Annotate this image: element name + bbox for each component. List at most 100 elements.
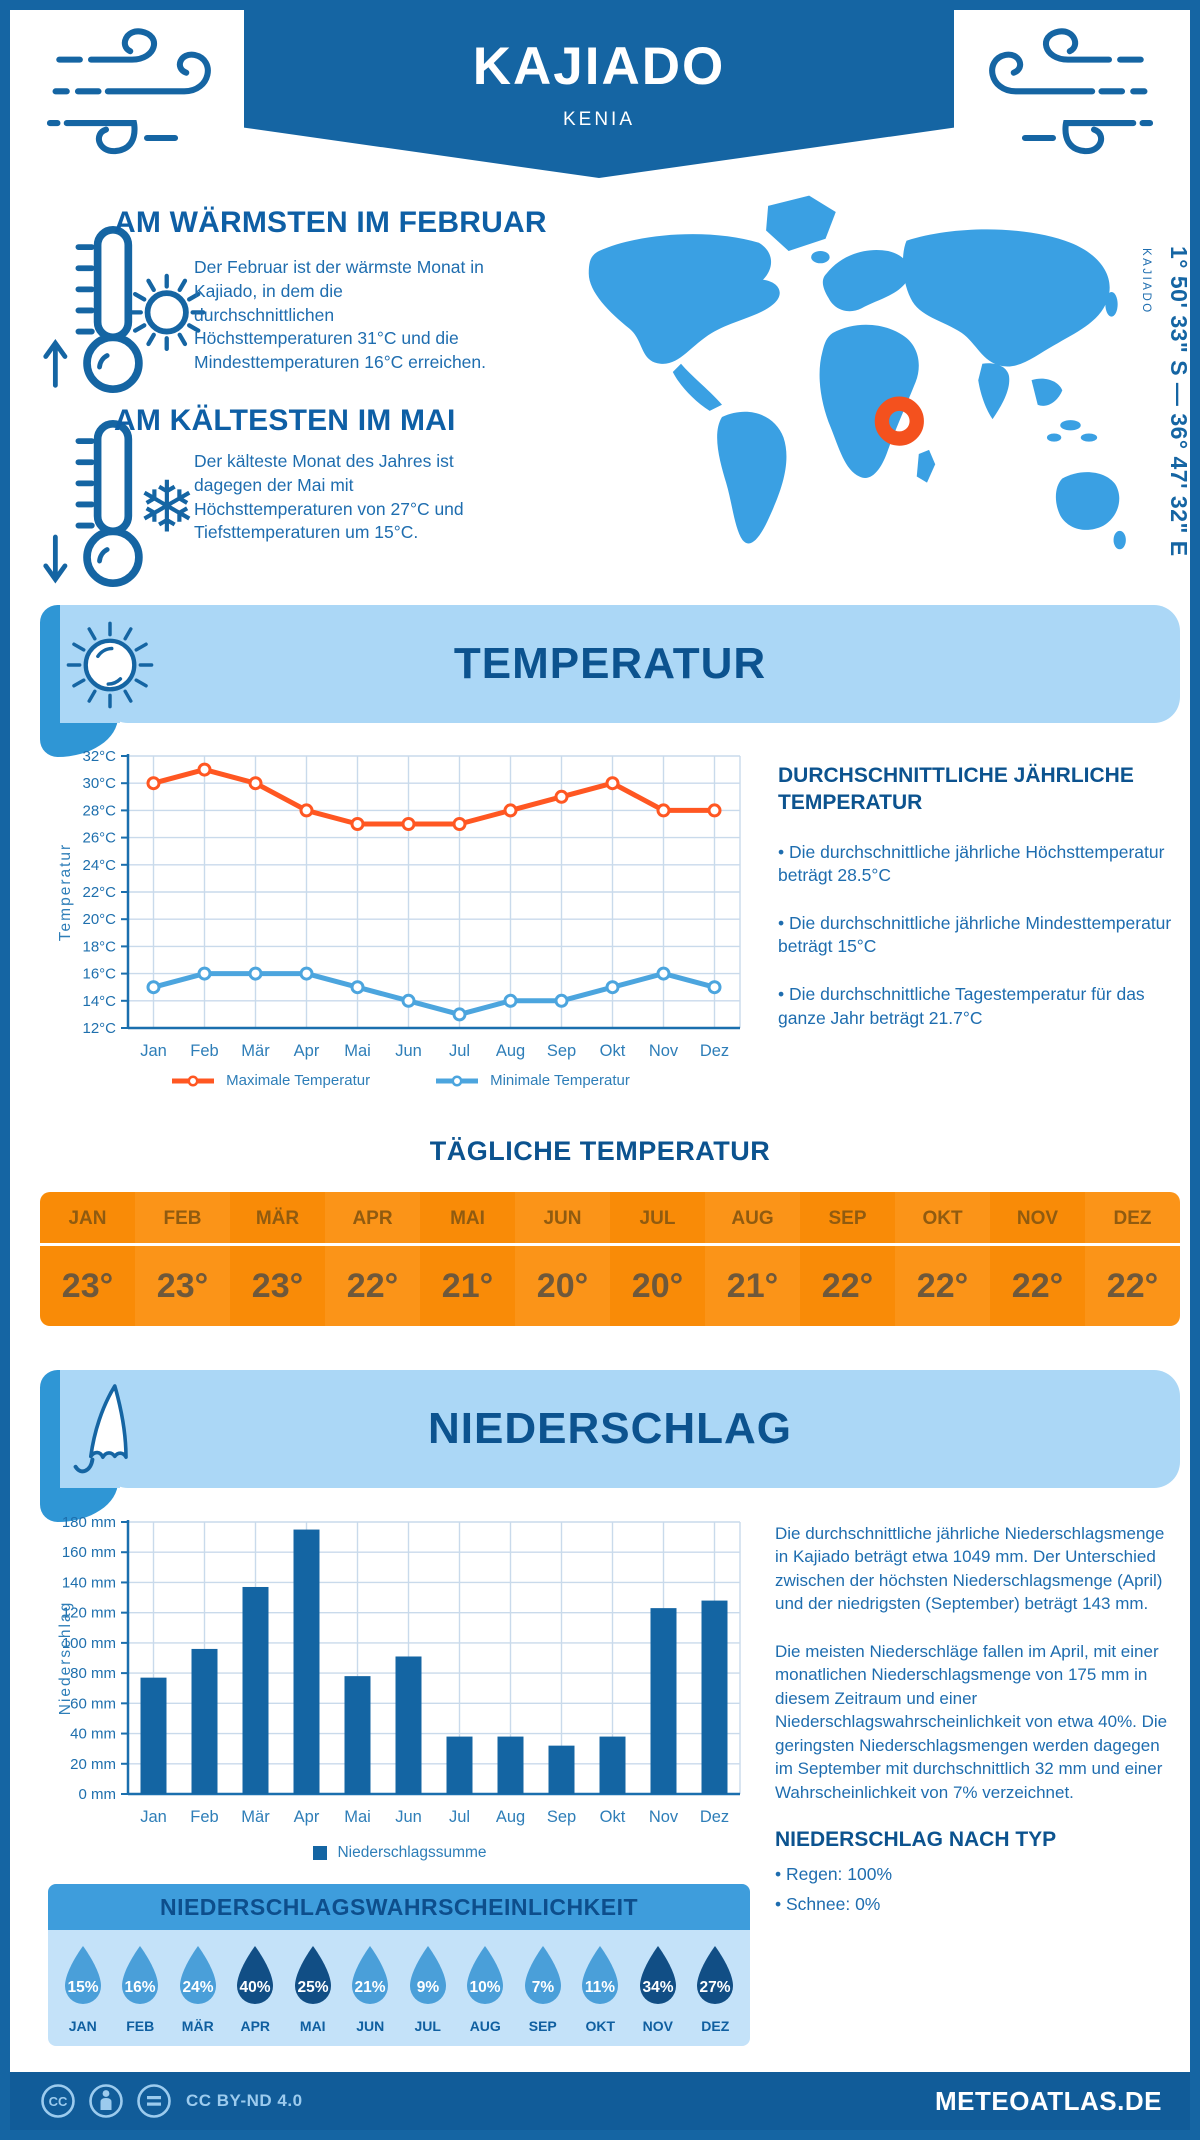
series-Minimale Temperatur [151,971,717,1017]
daily-table-month: SEP [800,1192,895,1246]
daily-table-column: APR 22° [325,1192,420,1326]
svg-text:Jan: Jan [140,1042,167,1060]
svg-text:12°C: 12°C [82,1020,116,1037]
svg-text:16°C: 16°C [82,966,116,983]
daily-table-column: NOV 22° [990,1192,1085,1326]
precipitation-paragraphs: Die durchschnittliche jährliche Niedersc… [775,1522,1182,1804]
svg-text:26°C: 26°C [82,830,116,847]
daily-table-value: 22° [1011,1267,1064,1305]
svg-text:24%: 24% [182,1979,213,1996]
precipitation-probability-box: NIEDERSCHLAGSWAHRSCHEINLICHKEIT 15% JAN … [48,1884,750,2046]
droplet-icon: 11% [582,1946,619,2004]
svg-text:20°C: 20°C [82,911,116,928]
probability-month: DEZ [701,2018,730,2034]
coldest-text: Der kälteste Monat des Jahres ist dagege… [194,451,464,543]
probability-cell: 25% MAI [284,1944,342,2034]
coldest-title: AM KÄLTESTEN IM MAI [114,404,456,437]
probability-month: AUG [469,2018,501,2034]
cc-license-icons: CC [41,2084,171,2118]
daily-table-column: JUN 20° [515,1192,610,1326]
precipitation-legend: Niederschlagssumme [50,1844,750,1862]
daily-table-value: 22° [916,1267,969,1305]
probability-month: JUL [414,2018,441,2034]
daily-table-value: 22° [821,1267,874,1305]
droplet-icon: 27% [697,1946,734,2004]
svg-text:Jun: Jun [395,1042,422,1060]
probability-cell: 7% SEP [514,1944,572,2034]
daily-table-column: SEP 22° [800,1192,895,1326]
svg-text:100 mm: 100 mm [62,1635,116,1652]
svg-text:18°C: 18°C [82,938,116,955]
probability-cell: 10% AUG [457,1944,515,2034]
bar [344,1676,371,1794]
daily-table-column: MÄR 23° [230,1192,325,1326]
daily-table-column: JUL 20° [610,1192,705,1326]
aside-bullet: • Die durchschnittliche jährliche Höchst… [778,841,1165,886]
probability-title: NIEDERSCHLAGSWAHRSCHEINLICHKEIT [48,1884,750,1930]
probability-month: JAN [68,2018,97,2034]
droplet-icon: 25% [294,1946,331,2004]
svg-text:Niederschlag: Niederschlag [57,1601,74,1715]
svg-text:9%: 9% [417,1979,440,1996]
warmest-title: AM WÄRMSTEN IM FEBRUAR [114,206,547,239]
daily-table-month: MÄR [230,1192,325,1246]
svg-text:24°C: 24°C [82,857,116,874]
daily-temperature-table: JAN 23° FEB 23° MÄR 23° APR 22° MAI 21° … [40,1192,1180,1326]
bar [599,1736,626,1794]
svg-text:Jul: Jul [449,1808,470,1826]
daily-table-value: 21° [441,1267,494,1305]
svg-text:Dez: Dez [700,1042,729,1060]
bar [446,1736,473,1794]
equals-icon [147,2096,161,2106]
svg-text:0 mm: 0 mm [79,1786,117,1803]
daily-table-month: APR [325,1192,420,1246]
type-bullet: • Regen: 100% [775,1863,893,1884]
daily-table-month: FEB [135,1192,230,1246]
probability-month: OKT [585,2018,616,2034]
svg-text:7%: 7% [532,1979,555,1996]
temperature-legend: Maximale Temperatur Minimale Temperatur [50,1072,750,1089]
daily-table-value: 23° [61,1267,114,1305]
svg-text:10%: 10% [470,1979,501,1996]
precipitation-paragraph: Die durchschnittliche jährliche Niedersc… [775,1524,1165,1614]
temperature-section-banner: TEMPERATUR [40,605,1180,757]
probability-cell: 40% APR [227,1944,285,2034]
svg-text:28°C: 28°C [82,802,116,819]
precipitation-section-title: NIEDERSCHLAG [427,1404,793,1453]
probability-month: JUN [356,2018,385,2034]
svg-text:80 mm: 80 mm [70,1665,116,1682]
svg-text:Mär: Mär [241,1808,270,1826]
legend-label: Niederschlagssumme [337,1844,487,1861]
daily-table-value: 23° [156,1267,209,1305]
world-map [588,195,1126,550]
page-title: KAJIADO [472,37,726,96]
thermometer-sun-icon [43,225,206,393]
svg-text:Okt: Okt [600,1042,626,1060]
umbrella-icon [73,1384,128,1474]
precipitation-paragraph: Die meisten Niederschläge fallen im Apri… [775,1641,1168,1802]
probability-cell: 21% JUN [342,1944,400,2034]
svg-text:40 mm: 40 mm [70,1726,116,1743]
coordinates: 1° 50' 33" S — 36° 47' 32" E [1166,246,1192,557]
daily-table-month: JUN [515,1192,610,1246]
precipitation-bar-chart: 0 mm 20 mm 40 mm 60 mm 80 mm 100 mm 120 mm 140 … [50,1508,750,1838]
warmest-text: Der Februar ist der wärmste Monat in Kaj… [194,257,487,373]
daily-table-value: 20° [536,1267,589,1305]
svg-text:160 mm: 160 mm [62,1544,116,1561]
probability-month: MAI [299,2018,326,2034]
temperature-line-chart: 12°C 14°C 16°C 18°C 20°C 22°C 24°C 26°C 28°C 30°C… [50,742,750,1072]
droplet-icon: 7% [524,1946,561,2004]
svg-text:Aug: Aug [496,1808,525,1826]
probability-month: MÄR [181,2018,214,2034]
daily-table-column: FEB 23° [135,1192,230,1326]
svg-text:120 mm: 120 mm [62,1605,116,1622]
daily-temperature-title: TÄGLICHE TEMPERATUR [429,1136,771,1166]
title-banner: KAJIADO KENIA [244,10,954,178]
daily-table-month: JUL [610,1192,705,1246]
svg-text:Mai: Mai [344,1808,371,1826]
location-marker [874,396,924,446]
aside-bullet: • Die durchschnittliche jährliche Mindes… [778,912,1172,957]
wind-icon [46,28,211,155]
svg-text:Jan: Jan [140,1808,167,1826]
